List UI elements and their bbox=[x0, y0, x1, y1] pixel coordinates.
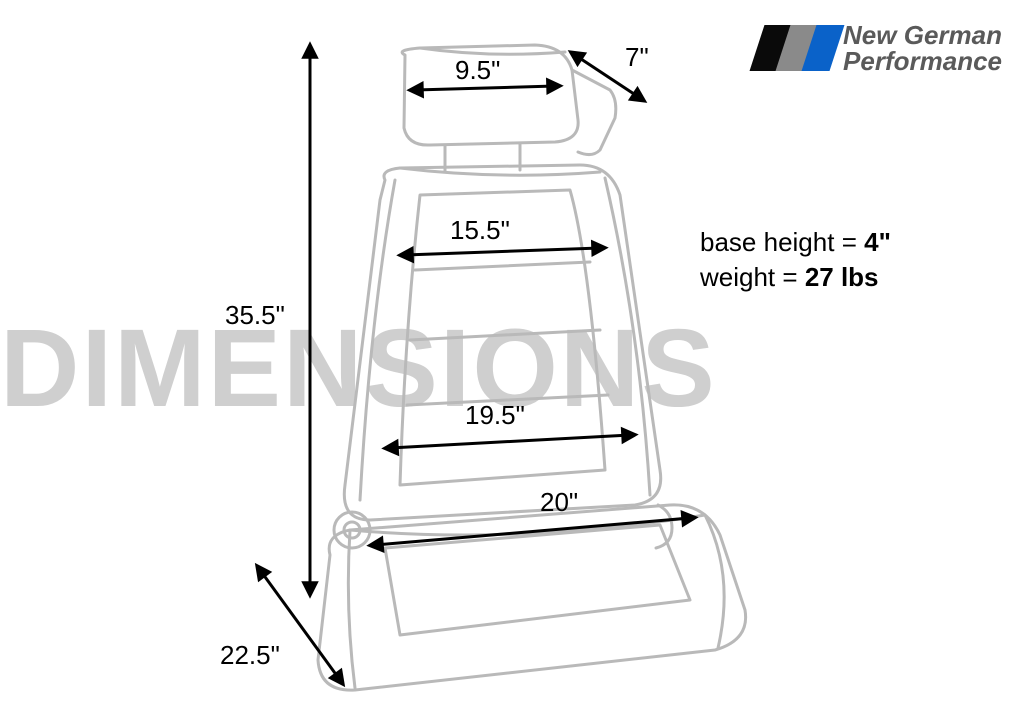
dim-headrest-width: 9.5" bbox=[455, 55, 500, 86]
seat-diagram bbox=[0, 0, 1024, 717]
spec-block: base height = 4" weight = 27 lbs bbox=[700, 225, 891, 295]
spec-base-height: base height = 4" bbox=[700, 225, 891, 260]
spec-weight-value: 27 lbs bbox=[805, 262, 879, 292]
dim-seat-width: 20" bbox=[540, 487, 578, 518]
spec-weight-label: weight bbox=[700, 262, 775, 292]
dim-headrest-depth: 7" bbox=[625, 42, 649, 73]
dim-lower-back-width: 19.5" bbox=[465, 400, 525, 431]
dim-seat-depth: 22.5" bbox=[220, 640, 280, 671]
spec-weight: weight = 27 lbs bbox=[700, 260, 891, 295]
spec-base-height-label: base height bbox=[700, 227, 834, 257]
seat-outline bbox=[318, 45, 746, 690]
dim-upper-back-width: 15.5" bbox=[450, 215, 510, 246]
spec-base-height-value: 4" bbox=[864, 227, 891, 257]
dim-overall-height: 35.5" bbox=[225, 300, 285, 331]
